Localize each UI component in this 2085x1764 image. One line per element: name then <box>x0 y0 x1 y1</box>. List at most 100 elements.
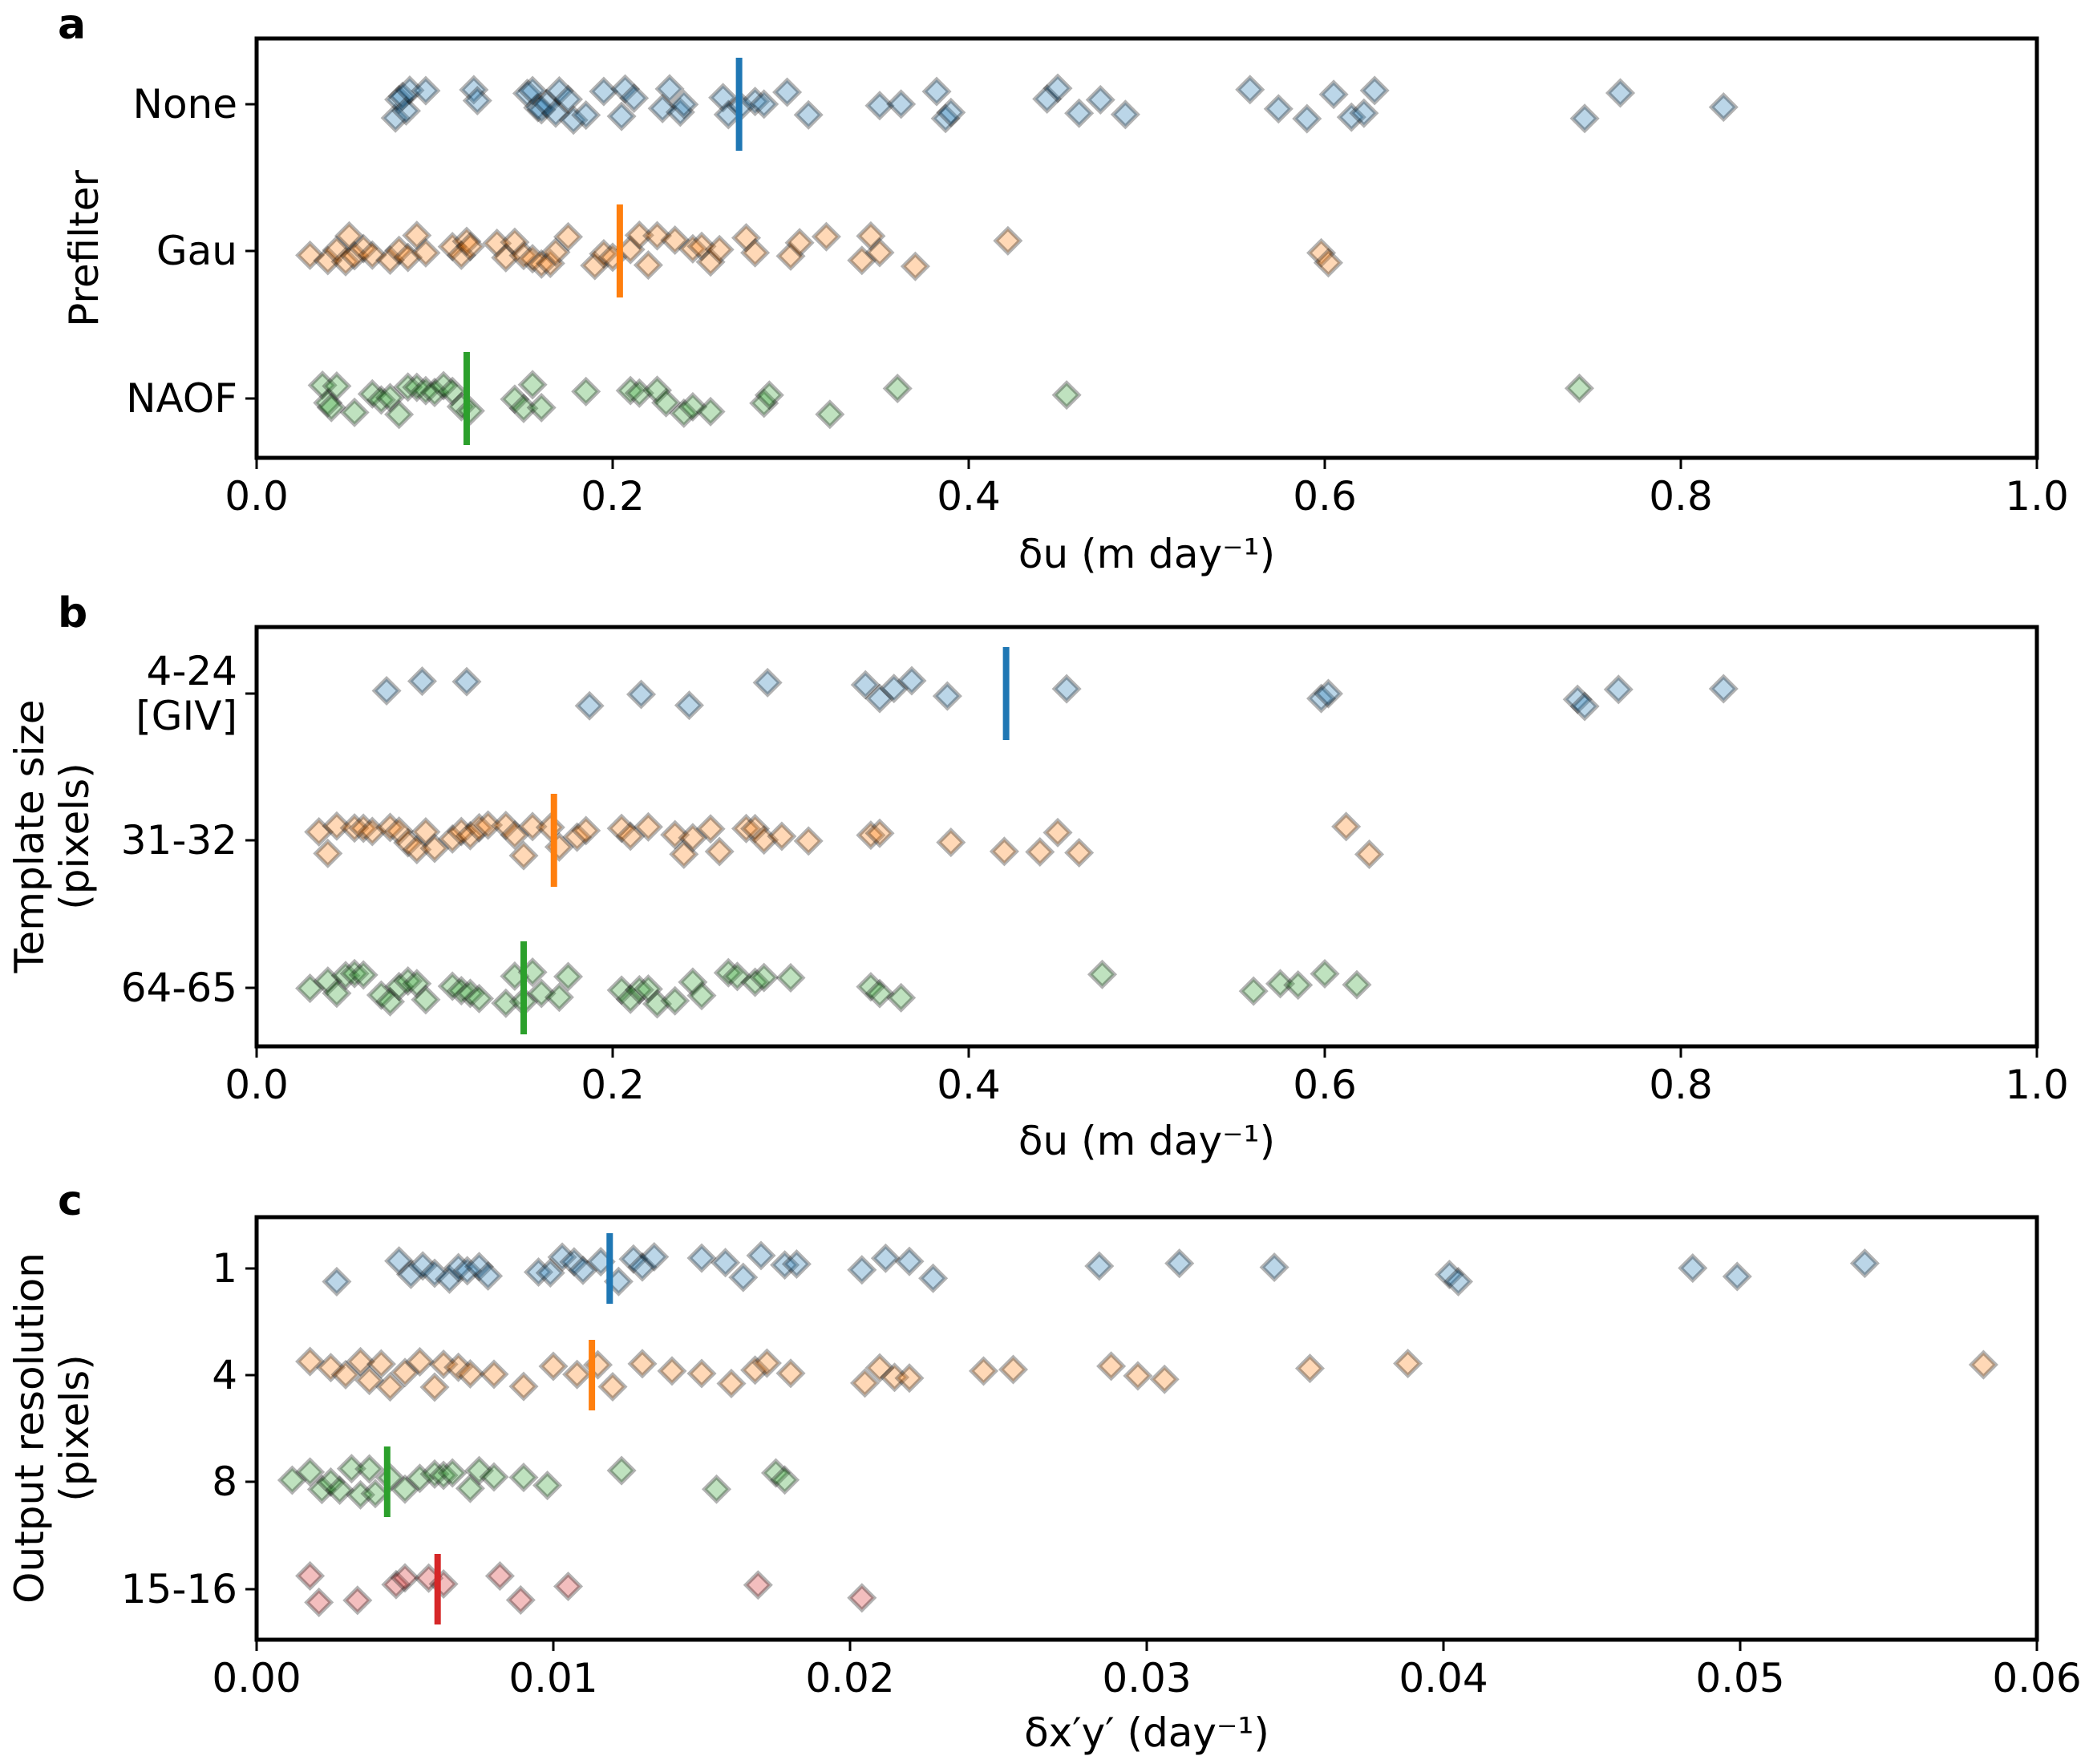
data-point <box>998 1354 1029 1385</box>
data-point <box>553 961 584 992</box>
data-point <box>411 237 441 268</box>
data-point <box>1085 84 1115 115</box>
data-point <box>508 393 539 423</box>
data-point <box>660 985 690 1016</box>
data-point <box>894 1246 925 1276</box>
y-tick-label: 4-24 [GIV] <box>136 648 237 739</box>
data-point <box>313 838 343 868</box>
x-tick-label: 0.01 <box>508 1655 597 1701</box>
data-point <box>1263 94 1294 124</box>
data-point <box>295 1560 326 1591</box>
data-point <box>1032 83 1063 114</box>
x-tick-label: 0.4 <box>937 1062 1001 1108</box>
data-point <box>1306 237 1337 268</box>
data-point <box>535 248 565 279</box>
data-point <box>419 377 450 408</box>
data-point <box>1306 683 1337 714</box>
data-point <box>669 398 699 428</box>
data-point <box>313 387 343 418</box>
data-point <box>428 1349 459 1380</box>
data-point <box>1042 73 1073 103</box>
x-tick-label: 0.6 <box>1293 1062 1357 1108</box>
data-point <box>864 91 895 121</box>
data-point <box>886 982 917 1013</box>
data-point <box>482 228 512 259</box>
data-point <box>897 666 927 696</box>
data-point <box>571 376 601 407</box>
data-point <box>781 1248 812 1280</box>
data-point <box>500 384 530 415</box>
data-point <box>713 957 743 988</box>
data-point <box>526 249 557 279</box>
data-point <box>517 370 548 400</box>
data-point <box>517 75 548 106</box>
data-point <box>443 1252 474 1283</box>
data-point <box>479 1359 509 1390</box>
data-point <box>1708 674 1739 704</box>
data-point <box>749 388 779 419</box>
data-point <box>932 681 962 711</box>
panel-b-frame <box>254 625 2039 1049</box>
data-point <box>968 1356 999 1386</box>
data-point <box>597 1371 628 1402</box>
data-point <box>568 1255 598 1285</box>
data-point <box>1318 79 1349 110</box>
y-axis-label: Prefilter <box>61 170 107 327</box>
data-point <box>357 816 387 847</box>
panel-c-frame <box>254 1215 2039 1642</box>
data-point <box>751 1348 782 1378</box>
data-point <box>391 95 422 126</box>
data-point <box>508 840 539 871</box>
data-point <box>532 88 562 119</box>
data-point <box>526 392 557 423</box>
data-point <box>411 375 441 406</box>
data-point <box>330 961 361 991</box>
data-point <box>304 1587 334 1617</box>
y-tick-label: 4 <box>212 1352 237 1398</box>
data-point <box>437 971 468 1001</box>
data-point <box>1259 1252 1289 1283</box>
data-point <box>348 813 379 844</box>
data-point <box>491 988 521 1018</box>
data-point <box>419 1258 450 1289</box>
data-point <box>740 967 771 997</box>
y-axis-label: Template size(pixels) <box>6 700 98 974</box>
data-point <box>562 822 593 852</box>
data-point <box>411 985 441 1015</box>
data-point <box>455 978 485 1009</box>
data-point <box>589 76 619 107</box>
data-point <box>348 233 379 264</box>
x-tick-label: 0.0 <box>225 473 289 520</box>
panel-b-xlabel: δu (m day⁻¹) <box>1018 1118 1275 1164</box>
data-point <box>1064 98 1095 128</box>
data-point <box>864 237 895 268</box>
data-point <box>1434 1259 1464 1290</box>
data-point <box>313 245 343 276</box>
data-point <box>334 220 364 251</box>
data-point <box>387 81 418 111</box>
data-point <box>752 667 783 698</box>
data-point <box>393 966 423 997</box>
data-point <box>793 99 824 130</box>
data-point <box>1313 248 1343 278</box>
data-point <box>540 237 571 268</box>
y-tick-label: 64-65 <box>121 965 237 1011</box>
data-point <box>1849 1248 1880 1279</box>
data-point <box>1564 373 1594 403</box>
data-point <box>540 98 571 128</box>
data-point <box>615 375 646 406</box>
data-point <box>770 1465 800 1495</box>
data-point <box>446 976 476 1006</box>
data-point <box>1283 970 1314 1001</box>
data-point <box>647 93 678 123</box>
data-point <box>626 679 657 710</box>
data-point <box>360 1479 391 1509</box>
data-point <box>695 396 726 427</box>
data-point <box>1087 959 1118 989</box>
data-point <box>464 1252 495 1282</box>
data-point <box>437 376 468 407</box>
data-point <box>339 813 370 844</box>
data-point <box>402 220 432 251</box>
data-point <box>936 97 966 127</box>
x-tick-label: 0.2 <box>581 473 645 520</box>
